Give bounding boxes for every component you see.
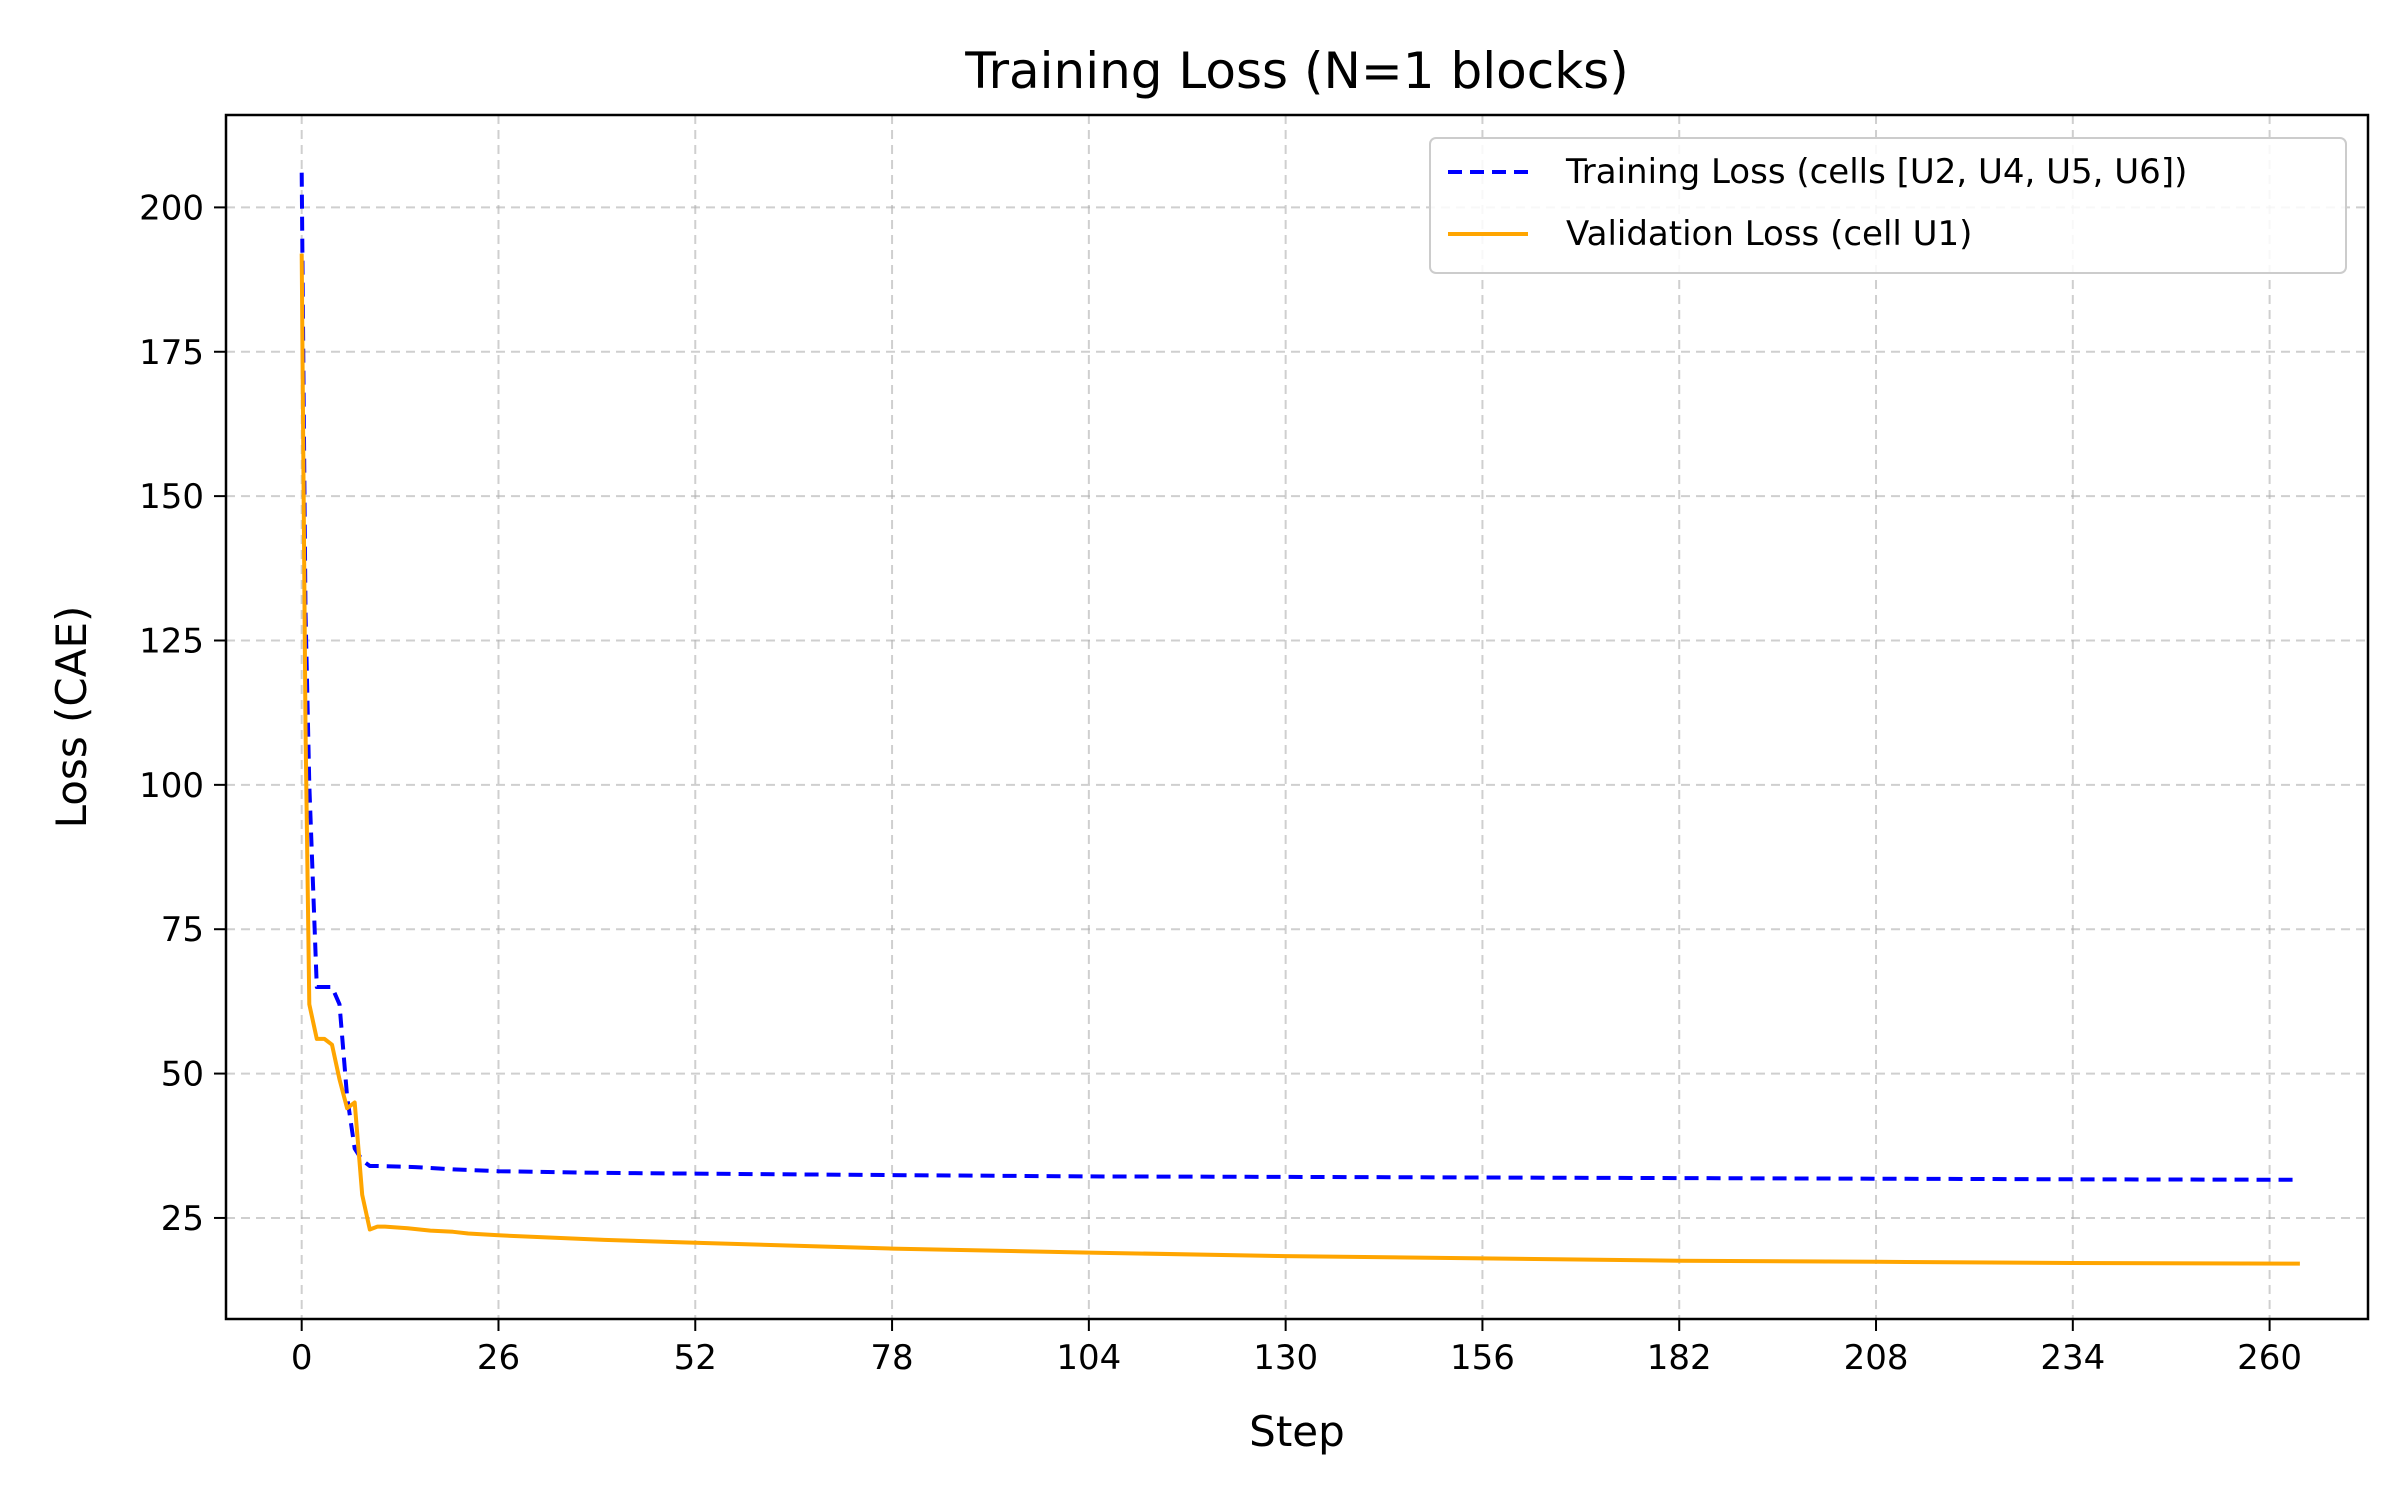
plot-frame bbox=[224, 113, 2370, 1321]
legend-label-validation: Validation Loss (cell U1) bbox=[1566, 214, 1972, 254]
x-tick-label: 234 bbox=[2040, 1338, 2105, 1378]
x-tick-label: 182 bbox=[1647, 1338, 1712, 1378]
x-tick-label: 78 bbox=[870, 1338, 913, 1378]
y-axis-label: Loss (CAE) bbox=[47, 606, 96, 829]
x-tick-label: 26 bbox=[477, 1338, 520, 1378]
x-tick-label: 260 bbox=[2237, 1338, 2302, 1378]
series-layer bbox=[299, 172, 2300, 1266]
y-tick-label: 75 bbox=[161, 910, 204, 950]
y-tick-label: 100 bbox=[139, 766, 204, 806]
series-line-training-loss bbox=[299, 172, 2300, 1182]
y-tick-label: 175 bbox=[139, 333, 204, 373]
legend: Training Loss (cells [U2, U4, U5, U6]) V… bbox=[1429, 137, 2347, 274]
x-tick-label: 0 bbox=[291, 1338, 313, 1378]
x-tick-label: 104 bbox=[1056, 1338, 1121, 1378]
grid-layer bbox=[226, 115, 2368, 1319]
x-tick-label: 52 bbox=[674, 1338, 717, 1378]
y-tick-label: 50 bbox=[161, 1055, 204, 1095]
series-line-validation-loss bbox=[299, 253, 2300, 1266]
legend-label-training: Training Loss (cells [U2, U4, U5, U6]) bbox=[1565, 152, 2187, 192]
y-tick-label: 25 bbox=[161, 1199, 204, 1239]
tick-layer: 0 26 52 78 104 130 156 182 208 234 260 25 50 75 100 125… bbox=[139, 188, 2302, 1378]
x-tick-label: 208 bbox=[1844, 1338, 1909, 1378]
x-axis-label: Step bbox=[1249, 1407, 1345, 1456]
y-tick-label: 200 bbox=[139, 188, 204, 228]
legend-box bbox=[1429, 137, 2347, 274]
chart-title: Training Loss (N=1 blocks) bbox=[964, 42, 1628, 100]
y-tick-label: 150 bbox=[139, 477, 204, 517]
x-tick-label: 130 bbox=[1253, 1338, 1318, 1378]
x-tick-label: 156 bbox=[1450, 1338, 1515, 1378]
y-tick-label: 125 bbox=[139, 621, 204, 661]
